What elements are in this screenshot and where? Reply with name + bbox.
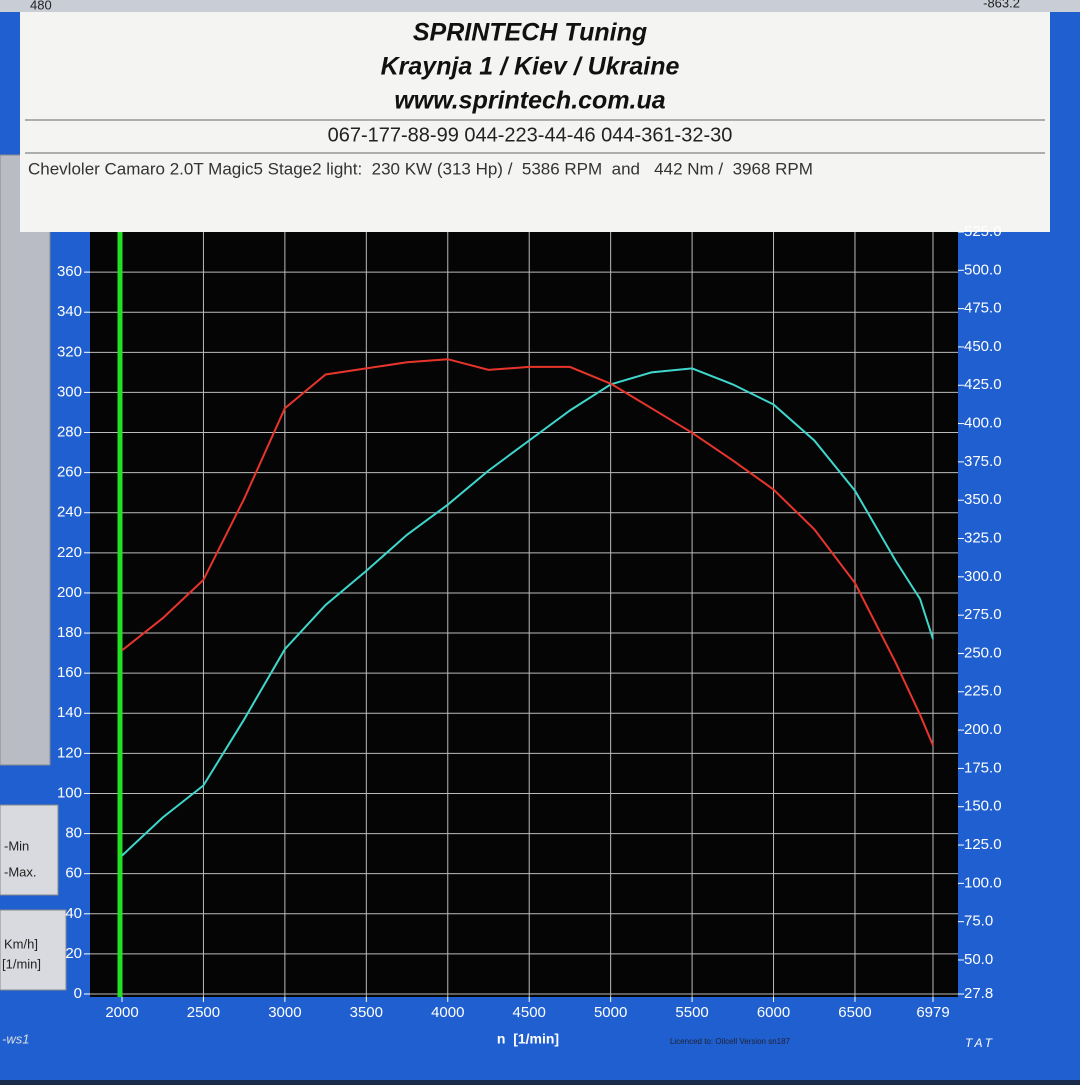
top-left-value: 480 xyxy=(30,0,52,12)
y2-tick-label: 500.0 xyxy=(964,261,1002,278)
plot-area xyxy=(90,232,958,997)
phones: 067-177-88-99 044-223-44-46 044-361-32-3… xyxy=(328,124,733,146)
x-tick-label: 6500 xyxy=(838,1004,871,1021)
y2-tick-label: 125.0 xyxy=(964,836,1002,853)
y2-tick-label: 100.0 xyxy=(964,874,1002,891)
y2-tick-label: 150.0 xyxy=(964,798,1002,815)
max-label: -Max. xyxy=(4,864,37,879)
y-tick-label: 360 xyxy=(57,263,82,280)
y2-tick-label: 475.0 xyxy=(964,300,1002,317)
y-tick-label: 120 xyxy=(57,744,82,761)
y2-tick-label: 325.0 xyxy=(964,529,1002,546)
y-tick-label: 260 xyxy=(57,464,82,481)
x-tick-label: 3000 xyxy=(268,1004,301,1021)
y2-tick-label: 175.0 xyxy=(964,759,1002,776)
series-line xyxy=(121,358,934,746)
top-bar xyxy=(0,0,1080,12)
y-tick-label: 200 xyxy=(57,584,82,601)
y-tick-label: 20 xyxy=(65,945,82,962)
y2-tick-label: 50.0 xyxy=(964,951,993,968)
y-tick-label: 340 xyxy=(57,303,82,320)
y-tick-label: 160 xyxy=(57,664,82,681)
licence: Licenced to: Oilcell Version sn187 xyxy=(670,1037,791,1046)
website: www.sprintech.com.ua xyxy=(394,87,665,115)
y-tick-label: 100 xyxy=(57,784,82,801)
y2-tick-label: 375.0 xyxy=(964,453,1002,470)
header-box xyxy=(20,12,1050,232)
chart-title: SPRINTECH Tuning xyxy=(413,19,647,47)
x-tick-label: 6000 xyxy=(757,1004,790,1021)
y2-tick-label: 275.0 xyxy=(964,606,1002,623)
y-tick-label: 80 xyxy=(65,825,82,842)
y-tick-label: 140 xyxy=(57,704,82,721)
x-tick-label: 2000 xyxy=(105,1004,138,1021)
y2-tick-label: 75.0 xyxy=(964,913,993,930)
x-tick-label: 5500 xyxy=(675,1004,708,1021)
top-right-value: -863.2 xyxy=(983,0,1020,10)
x-tick-label: 4500 xyxy=(513,1004,546,1021)
y2-tick-label: 525.0 xyxy=(964,223,1002,240)
unit-rpm: [1/min] xyxy=(2,956,41,971)
y-tick-label: 0 xyxy=(74,985,82,1002)
side-panel xyxy=(0,154,51,766)
y-tick-label: 40 xyxy=(65,905,82,922)
chart-subtitle: Kraynja 1 / Kiev / Ukraine xyxy=(381,53,680,81)
x-axis-title: n [1/min] xyxy=(497,1031,559,1047)
y-tick-label: 240 xyxy=(57,504,82,521)
y-tick-label: 320 xyxy=(57,343,82,360)
y-tick-label: 280 xyxy=(57,423,82,440)
min-label: -Min xyxy=(4,838,29,853)
description: Chevloler Camaro 2.0T Magic5 Stage2 ligh… xyxy=(28,159,813,178)
x-tick-label: 6979 xyxy=(916,1004,949,1021)
y2-tick-label: 350.0 xyxy=(964,491,1002,508)
minmax-panel xyxy=(0,804,59,896)
unit-kmh: Km/h] xyxy=(4,936,38,951)
y-tick-label: 60 xyxy=(65,865,82,882)
y-tick-label: 220 xyxy=(57,544,82,561)
series-line xyxy=(121,367,934,857)
station-label: -ws1 xyxy=(2,1031,29,1046)
x-tick-label: 5000 xyxy=(594,1004,627,1021)
y2-tick-label: 400.0 xyxy=(964,415,1002,432)
y2-tick-label: 450.0 xyxy=(964,338,1002,355)
brand: TAT xyxy=(965,1036,995,1050)
y2-tick-label: 425.0 xyxy=(964,376,1002,393)
y-tick-label: 300 xyxy=(57,383,82,400)
x-tick-label: 2500 xyxy=(187,1004,220,1021)
x-tick-label: 4000 xyxy=(431,1004,464,1021)
y2-tick-label: 225.0 xyxy=(964,683,1002,700)
unit-panel xyxy=(0,909,67,991)
y2-tick-label: 200.0 xyxy=(964,721,1002,738)
y2-tick-label: 27.8 xyxy=(964,985,993,1002)
y2-tick-label: 300.0 xyxy=(964,568,1002,585)
y2-tick-label: 250.0 xyxy=(964,644,1002,661)
y-tick-label: 180 xyxy=(57,624,82,641)
x-tick-label: 3500 xyxy=(350,1004,383,1021)
